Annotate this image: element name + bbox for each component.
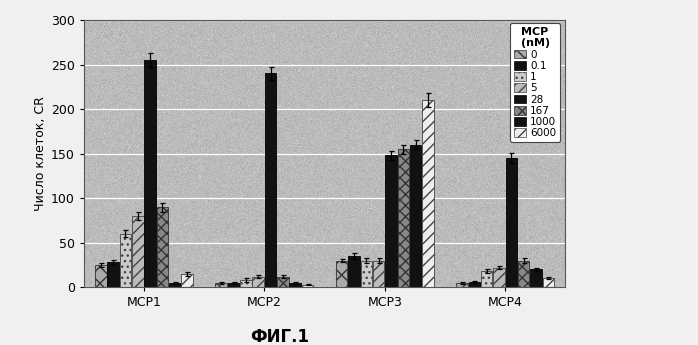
Bar (542, 278, 554, 287)
Bar (302, 285, 313, 287)
Bar (169, 283, 181, 287)
Bar (157, 207, 168, 287)
Bar (228, 283, 239, 287)
Bar (95, 265, 107, 287)
Bar (265, 73, 276, 287)
Bar (530, 269, 542, 287)
Bar (410, 145, 422, 287)
Bar (290, 283, 301, 287)
Bar (132, 216, 144, 287)
Bar (348, 256, 359, 287)
Bar (277, 277, 288, 287)
Y-axis label: Число клеток, CR: Число клеток, CR (34, 96, 47, 211)
Bar (373, 260, 385, 287)
Bar (505, 158, 517, 287)
Bar (107, 262, 119, 287)
Bar (481, 271, 492, 287)
Bar (385, 155, 396, 287)
Bar (456, 283, 468, 287)
Bar (336, 260, 348, 287)
Bar (240, 280, 251, 287)
Bar (493, 268, 505, 287)
Bar (422, 100, 433, 287)
Bar (518, 260, 529, 287)
Bar (181, 274, 193, 287)
Bar (253, 277, 264, 287)
Bar (398, 149, 409, 287)
Bar (120, 234, 131, 287)
Bar (216, 283, 227, 287)
Bar (468, 282, 480, 287)
Legend: 0, 0.1, 1, 5, 28, 167, 1000, 6000: 0, 0.1, 1, 5, 28, 167, 1000, 6000 (510, 22, 560, 142)
Text: ФИГ.1: ФИГ.1 (250, 327, 309, 345)
Bar (144, 60, 156, 287)
Bar (361, 260, 372, 287)
